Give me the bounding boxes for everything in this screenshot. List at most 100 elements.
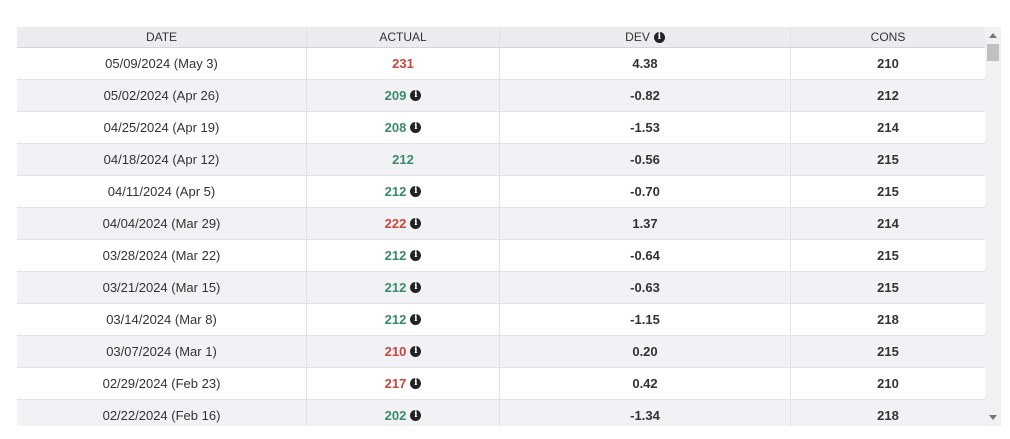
- header-cell: DEV i: [500, 27, 791, 47]
- actual-cell: 217 i: [307, 368, 500, 399]
- header-cell: CONS: [791, 27, 985, 47]
- actual-value: 222: [384, 216, 407, 231]
- table-row: 05/09/2024 (May 3) 231 4.38 210: [17, 48, 985, 80]
- actual-cell: 212 i: [307, 304, 500, 335]
- info-icon[interactable]: i: [410, 410, 422, 421]
- dev-value: 0.42: [632, 376, 658, 391]
- info-icon[interactable]: i: [653, 31, 665, 43]
- dev-cell: -0.64: [500, 240, 791, 271]
- cons-cell: 215: [791, 240, 985, 271]
- header-cell: DATE: [17, 27, 307, 47]
- actual-value: 202: [384, 408, 407, 423]
- dev-value: 4.38: [632, 56, 658, 71]
- table-row: 03/07/2024 (Mar 1) 210 i 0.20 215: [17, 336, 985, 368]
- dev-cell: -1.15: [500, 304, 791, 335]
- cons-value: 218: [877, 312, 899, 327]
- info-icon[interactable]: i: [410, 314, 422, 325]
- cons-cell: 210: [791, 368, 985, 399]
- date-cell: 04/11/2024 (Apr 5): [17, 176, 307, 207]
- dev-cell: -0.82: [500, 80, 791, 111]
- table-row: 04/25/2024 (Apr 19) 208 i -1.53 214: [17, 112, 985, 144]
- date: 04/18/2024 (Apr 12): [103, 152, 220, 167]
- info-icon[interactable]: i: [410, 90, 422, 101]
- date-cell: 03/07/2024 (Mar 1): [17, 336, 307, 367]
- scroll-up[interactable]: [989, 33, 997, 38]
- scroll-thumb[interactable]: [987, 44, 999, 61]
- dev-value: 0.20: [632, 344, 658, 359]
- date: 05/09/2024 (May 3): [105, 56, 218, 71]
- cons-cell: 218: [791, 400, 985, 426]
- dev-value: -0.56: [630, 152, 660, 167]
- actual-value: 208: [384, 120, 407, 135]
- date: 03/28/2024 (Mar 22): [102, 248, 221, 263]
- cons-value: 215: [877, 280, 899, 295]
- actual-value: 212: [384, 248, 407, 263]
- dev-value: -0.64: [630, 248, 660, 263]
- date-cell: 03/21/2024 (Mar 15): [17, 272, 307, 303]
- info-icon[interactable]: i: [410, 186, 422, 197]
- actual-cell: 222 i: [307, 208, 500, 239]
- info-icon[interactable]: i: [410, 346, 422, 357]
- table-row: 02/29/2024 (Feb 23) 217 i 0.42 210: [17, 368, 985, 400]
- table-grid: DATE ACTUAL DEV i CONS 05/09/2024 (May 3) 231 4…: [17, 27, 985, 426]
- dev-cell: 1.37: [500, 208, 791, 239]
- cons-value: 215: [877, 184, 899, 199]
- dev-cell: -1.34: [500, 400, 791, 426]
- table-row: 04/04/2024 (Mar 29) 222 i 1.37 214: [17, 208, 985, 240]
- cons-cell: 214: [791, 208, 985, 239]
- info-icon[interactable]: i: [410, 218, 422, 229]
- dev-value: -0.82: [630, 88, 660, 103]
- dev-cell: -0.56: [500, 144, 791, 175]
- cons-cell: 210: [791, 48, 985, 79]
- table-row: 05/02/2024 (Apr 26) 209 i -0.82 212: [17, 80, 985, 112]
- actual-cell: 212 i: [307, 240, 500, 271]
- table-row: 04/18/2024 (Apr 12) 212 -0.56 215: [17, 144, 985, 176]
- dev-cell: 0.20: [500, 336, 791, 367]
- actual-cell: 212: [307, 144, 500, 175]
- cons-value: 210: [877, 56, 899, 71]
- cons-value: 214: [877, 216, 899, 231]
- table-row: 02/22/2024 (Feb 16) 202 i -1.34 218: [17, 400, 985, 426]
- actual-cell: 209 i: [307, 80, 500, 111]
- date: 05/02/2024 (Apr 26): [103, 88, 220, 103]
- dev-value: -1.34: [630, 408, 660, 423]
- actual-cell: 212 i: [307, 272, 500, 303]
- actual-value: 212: [384, 280, 407, 295]
- date-cell: 02/22/2024 (Feb 16): [17, 400, 307, 426]
- info-icon[interactable]: i: [410, 282, 422, 293]
- table-row: 04/11/2024 (Apr 5) 212 i -0.70 215: [17, 176, 985, 208]
- date: 04/04/2024 (Mar 29): [102, 216, 221, 231]
- date: 03/07/2024 (Mar 1): [106, 344, 217, 359]
- date-cell: 04/18/2024 (Apr 12): [17, 144, 307, 175]
- dev-value: -1.53: [630, 120, 660, 135]
- date-cell: 02/29/2024 (Feb 23): [17, 368, 307, 399]
- dev-value: 1.37: [632, 216, 658, 231]
- date: 03/14/2024 (Mar 8): [106, 312, 217, 327]
- cons-cell: 218: [791, 304, 985, 335]
- actual-value: 210: [384, 344, 407, 359]
- scroll-down[interactable]: [989, 415, 997, 420]
- cons-value: 210: [877, 376, 899, 391]
- date: 04/11/2024 (Apr 5): [107, 184, 216, 199]
- cons-cell: 215: [791, 272, 985, 303]
- actual-cell: 208 i: [307, 112, 500, 143]
- cons-value: 218: [877, 408, 899, 423]
- cons-value: 215: [877, 152, 899, 167]
- header-row: DATE ACTUAL DEV i CONS: [17, 27, 985, 48]
- dev-cell: -1.53: [500, 112, 791, 143]
- cons-value: 214: [877, 120, 899, 135]
- dev-value: -0.70: [630, 184, 660, 199]
- actual-value: 217: [384, 376, 407, 391]
- info-icon[interactable]: i: [410, 122, 422, 133]
- actual-value: 212: [384, 184, 407, 199]
- dev-value: -1.15: [630, 312, 660, 327]
- date-cell: 05/02/2024 (Apr 26): [17, 80, 307, 111]
- cons-value: 215: [877, 248, 899, 263]
- cons-cell: 212: [791, 80, 985, 111]
- scrollbar[interactable]: [985, 27, 1001, 426]
- info-icon[interactable]: i: [410, 250, 422, 261]
- cons-cell: 214: [791, 112, 985, 143]
- info-icon[interactable]: i: [410, 378, 422, 389]
- actual-value: 212: [384, 312, 407, 327]
